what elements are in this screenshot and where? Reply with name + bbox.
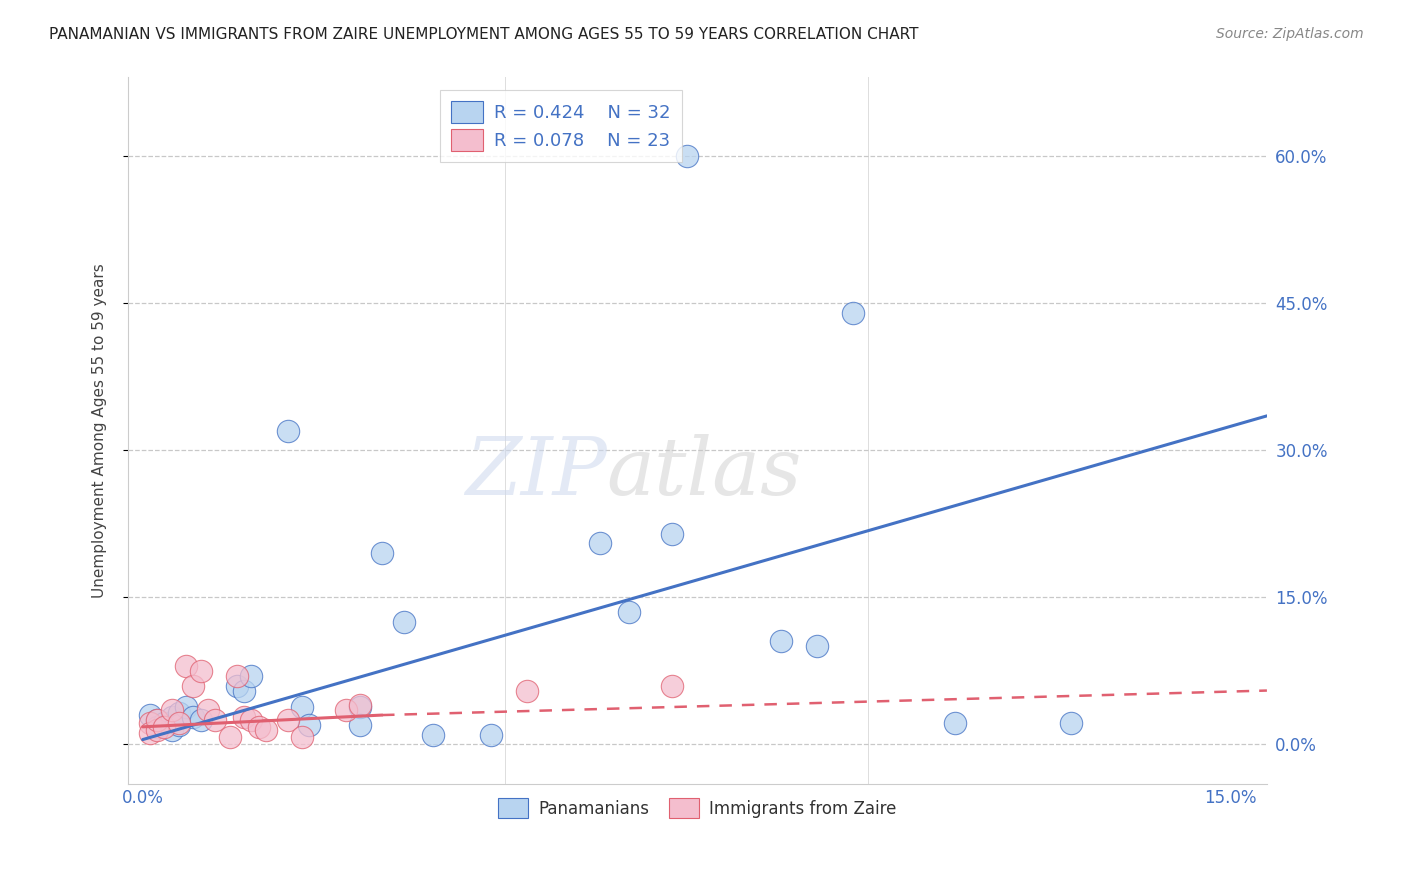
Point <box>661 526 683 541</box>
Point <box>291 730 314 744</box>
Point <box>349 698 371 713</box>
Point <box>247 720 270 734</box>
Point <box>516 683 538 698</box>
Point <box>146 723 169 737</box>
Point <box>661 679 683 693</box>
Point <box>160 703 183 717</box>
Point <box>277 424 299 438</box>
Point <box>139 715 162 730</box>
Point <box>183 679 205 693</box>
Point <box>167 706 190 720</box>
Point <box>291 700 314 714</box>
Text: atlas: atlas <box>606 434 801 512</box>
Point <box>197 703 219 717</box>
Point <box>769 634 792 648</box>
Point <box>174 700 197 714</box>
Point <box>160 710 183 724</box>
Point <box>146 713 169 727</box>
Point <box>167 715 190 730</box>
Point <box>190 713 212 727</box>
Point <box>139 708 162 723</box>
Point <box>842 306 865 320</box>
Point <box>806 640 828 654</box>
Point <box>226 669 249 683</box>
Point <box>277 713 299 727</box>
Point <box>218 730 240 744</box>
Y-axis label: Unemployment Among Ages 55 to 59 years: Unemployment Among Ages 55 to 59 years <box>93 263 107 598</box>
Legend: Panamanians, Immigrants from Zaire: Panamanians, Immigrants from Zaire <box>492 791 904 825</box>
Point <box>174 659 197 673</box>
Point <box>392 615 415 629</box>
Point <box>349 700 371 714</box>
Point <box>226 679 249 693</box>
Point <box>1060 715 1083 730</box>
Point <box>167 718 190 732</box>
Point <box>240 669 263 683</box>
Point <box>233 683 256 698</box>
Point <box>371 546 394 560</box>
Point <box>146 720 169 734</box>
Point <box>160 723 183 737</box>
Point <box>479 728 502 742</box>
Point <box>190 664 212 678</box>
Point <box>335 703 357 717</box>
Point <box>943 715 966 730</box>
Text: ZIP: ZIP <box>464 434 606 512</box>
Point <box>146 713 169 727</box>
Point <box>588 536 610 550</box>
Point <box>422 728 444 742</box>
Point <box>298 718 321 732</box>
Text: PANAMANIAN VS IMMIGRANTS FROM ZAIRE UNEMPLOYMENT AMONG AGES 55 TO 59 YEARS CORRE: PANAMANIAN VS IMMIGRANTS FROM ZAIRE UNEM… <box>49 27 918 42</box>
Point <box>617 605 640 619</box>
Point <box>183 710 205 724</box>
Point <box>675 149 697 163</box>
Point <box>240 713 263 727</box>
Text: Source: ZipAtlas.com: Source: ZipAtlas.com <box>1216 27 1364 41</box>
Point <box>153 715 176 730</box>
Point <box>349 718 371 732</box>
Point <box>139 725 162 739</box>
Point <box>204 713 226 727</box>
Point <box>254 723 277 737</box>
Point <box>153 720 176 734</box>
Point <box>233 710 256 724</box>
